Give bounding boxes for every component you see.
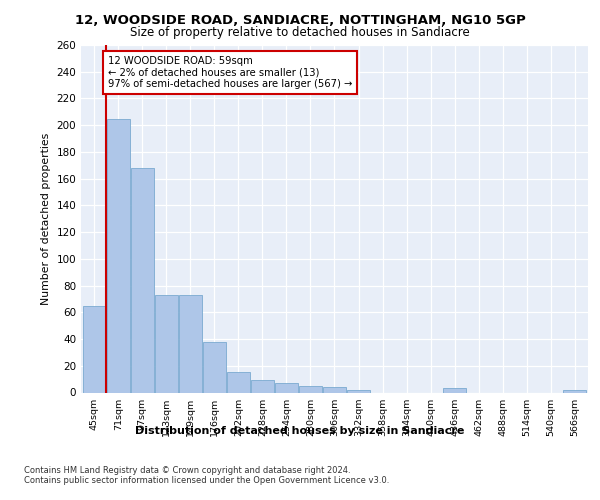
Bar: [179, 295, 202, 392]
Bar: [155, 295, 178, 392]
Bar: [203, 342, 226, 392]
Bar: [347, 390, 370, 392]
Text: Contains public sector information licensed under the Open Government Licence v3: Contains public sector information licen…: [24, 476, 389, 485]
Bar: [443, 388, 466, 392]
Bar: [107, 118, 130, 392]
Bar: [83, 306, 106, 392]
Bar: [563, 390, 586, 392]
Text: 12, WOODSIDE ROAD, SANDIACRE, NOTTINGHAM, NG10 5GP: 12, WOODSIDE ROAD, SANDIACRE, NOTTINGHAM…: [74, 14, 526, 27]
Bar: [131, 168, 154, 392]
Y-axis label: Number of detached properties: Number of detached properties: [41, 132, 51, 305]
Text: Contains HM Land Registry data © Crown copyright and database right 2024.: Contains HM Land Registry data © Crown c…: [24, 466, 350, 475]
Bar: [251, 380, 274, 392]
Text: Size of property relative to detached houses in Sandiacre: Size of property relative to detached ho…: [130, 26, 470, 39]
Bar: [299, 386, 322, 392]
Bar: [227, 372, 250, 392]
Text: Distribution of detached houses by size in Sandiacre: Distribution of detached houses by size …: [136, 426, 464, 436]
Text: 12 WOODSIDE ROAD: 59sqm
← 2% of detached houses are smaller (13)
97% of semi-det: 12 WOODSIDE ROAD: 59sqm ← 2% of detached…: [107, 56, 352, 89]
Bar: [323, 387, 346, 392]
Bar: [275, 383, 298, 392]
